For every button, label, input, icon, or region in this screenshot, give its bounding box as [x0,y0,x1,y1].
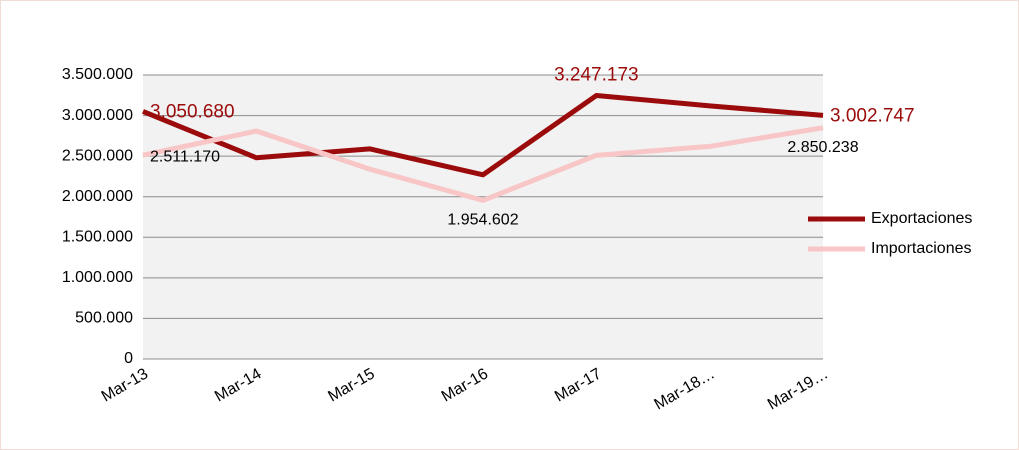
y-tick-label: 2.000.000 [62,188,133,205]
series-line [142,125,824,203]
data-label: 2.850.238 [787,139,858,156]
data-label: 3.002.747 [830,105,915,126]
data-label: 2.511.170 [150,148,220,165]
y-tick-label: 1.500.000 [62,229,133,246]
legend-label: Exportaciones [871,210,972,227]
legend-label: Importaciones [871,240,972,257]
y-tick-label: 2.500.000 [62,147,133,164]
series-line [142,93,824,178]
y-tick-label: 3.000.000 [62,107,133,124]
y-tick-label: 0 [124,350,133,367]
y-tick-label: 1.000.000 [62,269,133,286]
data-label: 1.954.602 [447,212,518,229]
plot-area [143,75,823,359]
y-tick-label: 500.000 [75,310,133,327]
data-label: 3.247.173 [554,65,639,86]
y-tick-label: 3.500.000 [62,66,133,83]
data-label: 3.050.680 [150,101,235,122]
